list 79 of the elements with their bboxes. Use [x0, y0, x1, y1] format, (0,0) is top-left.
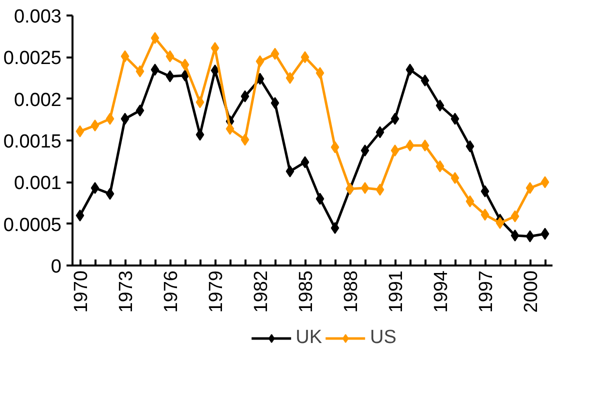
point — [166, 70, 174, 82]
point — [136, 104, 144, 116]
x-tick-label: 1979 — [206, 270, 227, 313]
point — [256, 55, 264, 68]
point — [450, 172, 460, 184]
point — [406, 140, 414, 152]
point — [196, 96, 204, 108]
point — [300, 156, 310, 168]
point — [466, 195, 474, 208]
point — [466, 140, 474, 152]
y-tick-label: 0.0005 — [3, 214, 62, 236]
y-tick-label: 0.0015 — [3, 132, 62, 152]
point — [226, 122, 234, 135]
point — [316, 192, 324, 205]
y-tick-label: 0 — [50, 256, 62, 278]
point — [526, 182, 534, 194]
y-tick-label: 0.002 — [14, 90, 62, 111]
point — [76, 210, 84, 222]
point — [270, 48, 280, 60]
point — [136, 65, 144, 78]
point — [510, 230, 520, 242]
point — [436, 160, 444, 172]
x-tick-label: 1970 — [71, 270, 92, 313]
y-tick-label: 0.001 — [14, 173, 62, 194]
point — [150, 64, 160, 76]
point — [120, 112, 130, 125]
point — [196, 128, 204, 141]
legend-label: UK — [296, 326, 322, 348]
point — [106, 188, 114, 200]
point — [450, 112, 460, 125]
point — [286, 165, 294, 178]
point — [360, 182, 370, 194]
point — [330, 141, 340, 154]
point — [496, 217, 504, 229]
x-tick-label: 2000 — [521, 270, 542, 313]
point — [480, 185, 490, 198]
point — [436, 100, 444, 112]
point — [510, 210, 520, 222]
x-tick-label: 1982 — [251, 270, 272, 313]
point — [166, 50, 174, 62]
y-tick-label: 0.003 — [14, 6, 62, 28]
point — [76, 125, 84, 138]
point — [240, 134, 250, 146]
point — [540, 176, 550, 188]
point — [270, 97, 280, 109]
point — [286, 72, 294, 84]
point — [180, 70, 190, 82]
y-tick-label: 0.0025 — [3, 48, 62, 70]
x-tick-label: 1991 — [386, 270, 407, 313]
point — [210, 42, 220, 54]
point — [210, 64, 220, 76]
point — [406, 64, 414, 76]
point — [480, 208, 490, 221]
x-tick-label: 1994 — [431, 270, 452, 313]
point — [376, 126, 384, 138]
x-tick-label: 1985 — [296, 270, 317, 313]
point — [360, 144, 370, 156]
point — [330, 222, 340, 234]
point — [420, 74, 430, 86]
point — [120, 50, 130, 62]
point — [526, 230, 534, 242]
point — [90, 182, 100, 194]
point — [106, 112, 114, 125]
x-tick-label: 1976 — [161, 270, 182, 313]
x-tick-label: 1997 — [476, 270, 497, 313]
point — [240, 90, 250, 102]
point — [390, 112, 400, 125]
point — [420, 140, 430, 152]
x-tick-label: 1988 — [341, 270, 362, 313]
point — [180, 58, 190, 71]
point — [150, 32, 160, 44]
legend-label: US — [370, 326, 396, 348]
point — [376, 184, 384, 196]
point — [390, 144, 400, 156]
x-tick-label: 1973 — [116, 270, 137, 313]
point — [90, 120, 100, 132]
point — [300, 51, 310, 64]
point — [540, 228, 550, 240]
point — [316, 67, 324, 79]
